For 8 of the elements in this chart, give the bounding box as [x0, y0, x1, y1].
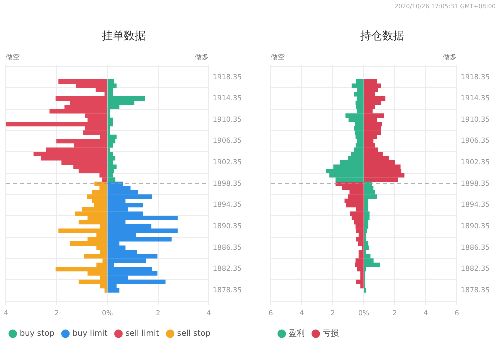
- legend-label: buy stop: [20, 329, 55, 338]
- legend-label: 亏损: [323, 329, 339, 338]
- legend-label: sell limit: [126, 329, 160, 338]
- legend-label: sell stop: [177, 329, 211, 338]
- chart-title: 挂单数据: [102, 29, 146, 42]
- legend-label: 盈利: [289, 329, 305, 338]
- legend-label: buy limit: [72, 329, 108, 338]
- chart-title: 持仓数据: [360, 29, 404, 42]
